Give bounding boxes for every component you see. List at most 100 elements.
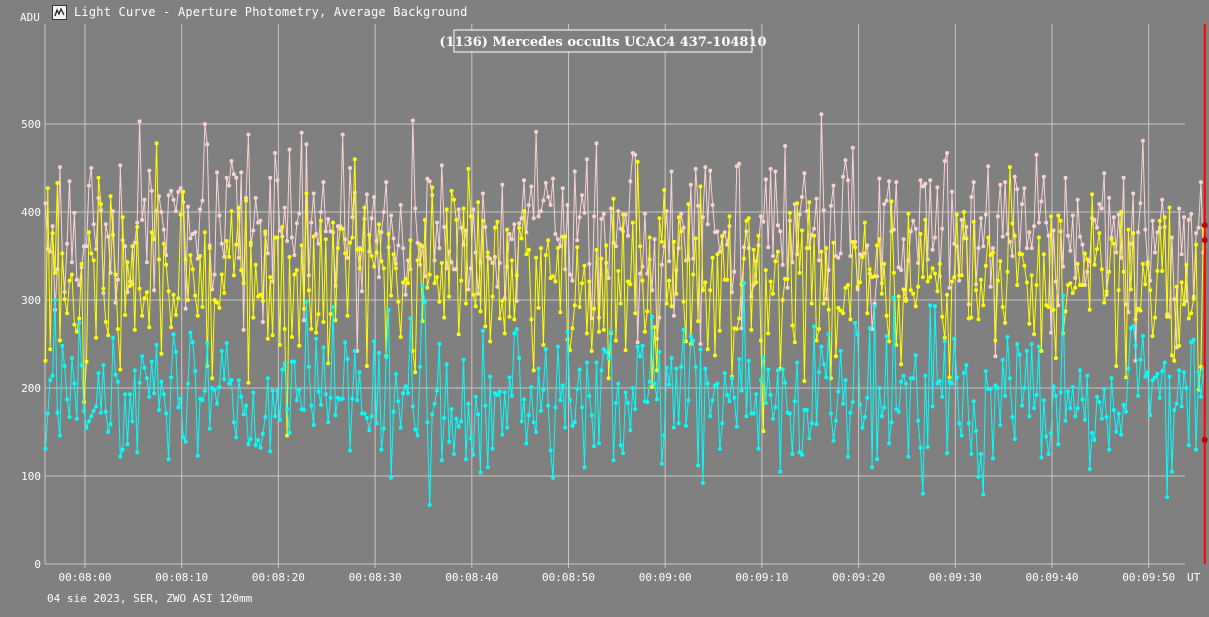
data-point-comparison bbox=[775, 249, 780, 254]
data-point-target bbox=[681, 225, 686, 230]
data-point-comparison bbox=[969, 315, 974, 320]
data-point-comparison bbox=[352, 157, 357, 162]
data-point-target bbox=[316, 241, 321, 246]
data-point-comparison bbox=[819, 249, 824, 254]
data-point-background_star bbox=[580, 405, 584, 410]
data-point-comparison bbox=[497, 316, 502, 321]
data-point-comparison bbox=[1058, 218, 1063, 223]
data-point-target bbox=[292, 253, 297, 258]
data-point-target bbox=[1080, 242, 1085, 247]
data-point-target bbox=[703, 165, 708, 170]
data-point-comparison bbox=[836, 305, 841, 310]
data-point-comparison bbox=[575, 245, 580, 250]
data-point-background_star bbox=[819, 344, 824, 349]
data-point-background_star bbox=[173, 349, 178, 354]
data-point-background_star bbox=[265, 376, 270, 381]
data-point-background_star bbox=[568, 398, 572, 403]
data-point-background_star bbox=[875, 457, 879, 462]
data-point-comparison bbox=[512, 317, 517, 322]
data-point-comparison bbox=[812, 233, 817, 238]
data-point-background_star bbox=[1003, 393, 1008, 398]
data-point-comparison bbox=[626, 279, 630, 284]
data-point-background_star bbox=[207, 426, 212, 431]
data-point-background_star bbox=[439, 458, 444, 463]
data-point-background_star bbox=[962, 371, 966, 375]
data-point-target bbox=[584, 157, 589, 162]
data-point-background_star bbox=[466, 401, 471, 406]
data-point-background_star bbox=[1007, 376, 1012, 381]
data-point-comparison bbox=[234, 242, 239, 247]
data-point-comparison bbox=[792, 340, 797, 345]
data-point-background_star bbox=[79, 363, 84, 368]
data-point-target bbox=[638, 271, 643, 276]
data-point-background_star bbox=[82, 408, 86, 413]
data-point-background_star bbox=[783, 380, 788, 385]
data-point-background_star bbox=[258, 445, 263, 450]
data-point-comparison bbox=[1090, 192, 1095, 197]
data-point-comparison bbox=[599, 256, 604, 261]
data-point-background_star bbox=[144, 376, 149, 381]
light-curve-app-icon[interactable] bbox=[52, 4, 67, 20]
y-tick-label: 500 bbox=[21, 118, 41, 131]
data-point-comparison bbox=[236, 205, 241, 210]
data-point-background_star bbox=[478, 470, 483, 475]
data-point-target bbox=[758, 214, 763, 219]
data-point-target bbox=[800, 195, 804, 199]
data-point-comparison bbox=[1126, 227, 1131, 232]
data-point-target bbox=[541, 198, 546, 203]
data-point-target bbox=[140, 217, 145, 222]
data-point-comparison bbox=[1157, 218, 1162, 223]
data-point-comparison bbox=[222, 291, 227, 295]
data-point-target bbox=[287, 147, 292, 152]
data-point-comparison bbox=[106, 333, 111, 338]
data-point-target bbox=[253, 195, 258, 200]
data-point-background_star bbox=[1153, 375, 1157, 380]
data-point-background_star bbox=[703, 366, 708, 371]
data-point-comparison bbox=[422, 217, 427, 222]
data-point-comparison bbox=[899, 362, 904, 367]
data-point-target bbox=[988, 284, 993, 289]
data-point-comparison bbox=[642, 329, 647, 334]
data-point-comparison bbox=[60, 251, 65, 256]
data-point-background_star bbox=[1121, 402, 1126, 407]
data-point-target bbox=[176, 189, 181, 194]
data-point-comparison bbox=[195, 313, 200, 318]
data-point-comparison bbox=[891, 270, 896, 275]
chart-title-box bbox=[453, 29, 753, 53]
data-point-target bbox=[671, 313, 676, 318]
data-point-comparison bbox=[621, 212, 626, 217]
data-point-background_star bbox=[275, 388, 280, 393]
data-point-comparison bbox=[1080, 283, 1085, 287]
data-point-comparison bbox=[522, 209, 526, 214]
data-point-comparison bbox=[277, 342, 282, 347]
data-point-background_star bbox=[1022, 386, 1027, 390]
data-point-comparison bbox=[1153, 315, 1157, 320]
data-point-background_star bbox=[125, 442, 130, 447]
y-tick-label: 400 bbox=[21, 206, 41, 219]
data-point-background_star bbox=[1169, 469, 1174, 474]
data-point-background_star bbox=[995, 386, 1000, 390]
data-point-comparison bbox=[645, 309, 650, 314]
data-point-comparison bbox=[1177, 343, 1182, 348]
data-point-background_star bbox=[447, 439, 452, 444]
data-point-background_star bbox=[952, 336, 957, 341]
data-point-background_star bbox=[427, 503, 432, 507]
data-point-target bbox=[480, 191, 485, 196]
data-point-target bbox=[137, 119, 142, 124]
data-point-target bbox=[529, 184, 534, 189]
data-point-target bbox=[219, 241, 224, 246]
data-point-background_star bbox=[1049, 430, 1053, 435]
data-point-target bbox=[159, 210, 164, 214]
data-point-comparison bbox=[1073, 285, 1078, 290]
data-point-background_star bbox=[1111, 408, 1116, 412]
data-point-comparison bbox=[589, 349, 594, 353]
data-point-background_star bbox=[577, 367, 582, 372]
data-point-background_star bbox=[862, 415, 867, 419]
data-point-comparison bbox=[188, 253, 193, 258]
data-point-comparison bbox=[96, 175, 101, 180]
data-point-comparison bbox=[101, 286, 106, 291]
data-point-target bbox=[401, 246, 406, 251]
data-point-target bbox=[1041, 174, 1046, 179]
data-point-comparison bbox=[860, 254, 865, 259]
